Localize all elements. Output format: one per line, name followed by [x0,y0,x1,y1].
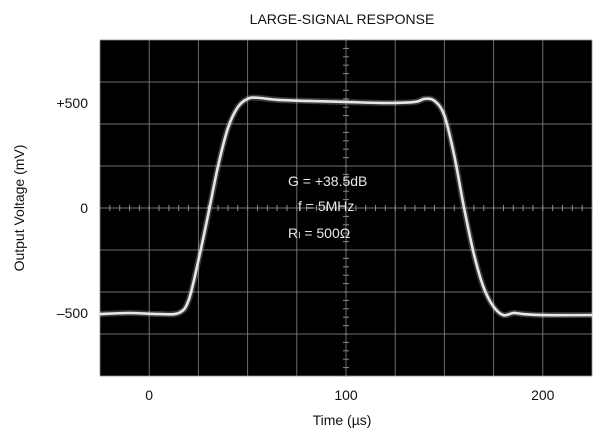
signal-trace [98,96,593,317]
y-tick-labels: +500 0 –500 [56,95,88,321]
y-axis-label: Output Voltage (mV) [11,145,27,272]
y-tick-label: 0 [80,200,88,216]
chart-title: LARGE-SIGNAL RESPONSE [250,11,435,27]
annotation-frequency: f = 5MHz [298,198,354,214]
x-tick-label: 100 [334,387,358,403]
x-tick-labels: 0 100 200 [145,387,554,403]
x-axis-label: Time (µs) [313,412,372,428]
x-tick-label: 200 [531,387,555,403]
grid [99,39,593,377]
annotation-gain: G = +38.5dB [288,173,367,189]
y-tick-label: –500 [57,305,88,321]
x-tick-label: 0 [145,387,153,403]
annotation-load: Rₗ = 500Ω [288,225,350,241]
y-tick-label: +500 [56,95,88,111]
